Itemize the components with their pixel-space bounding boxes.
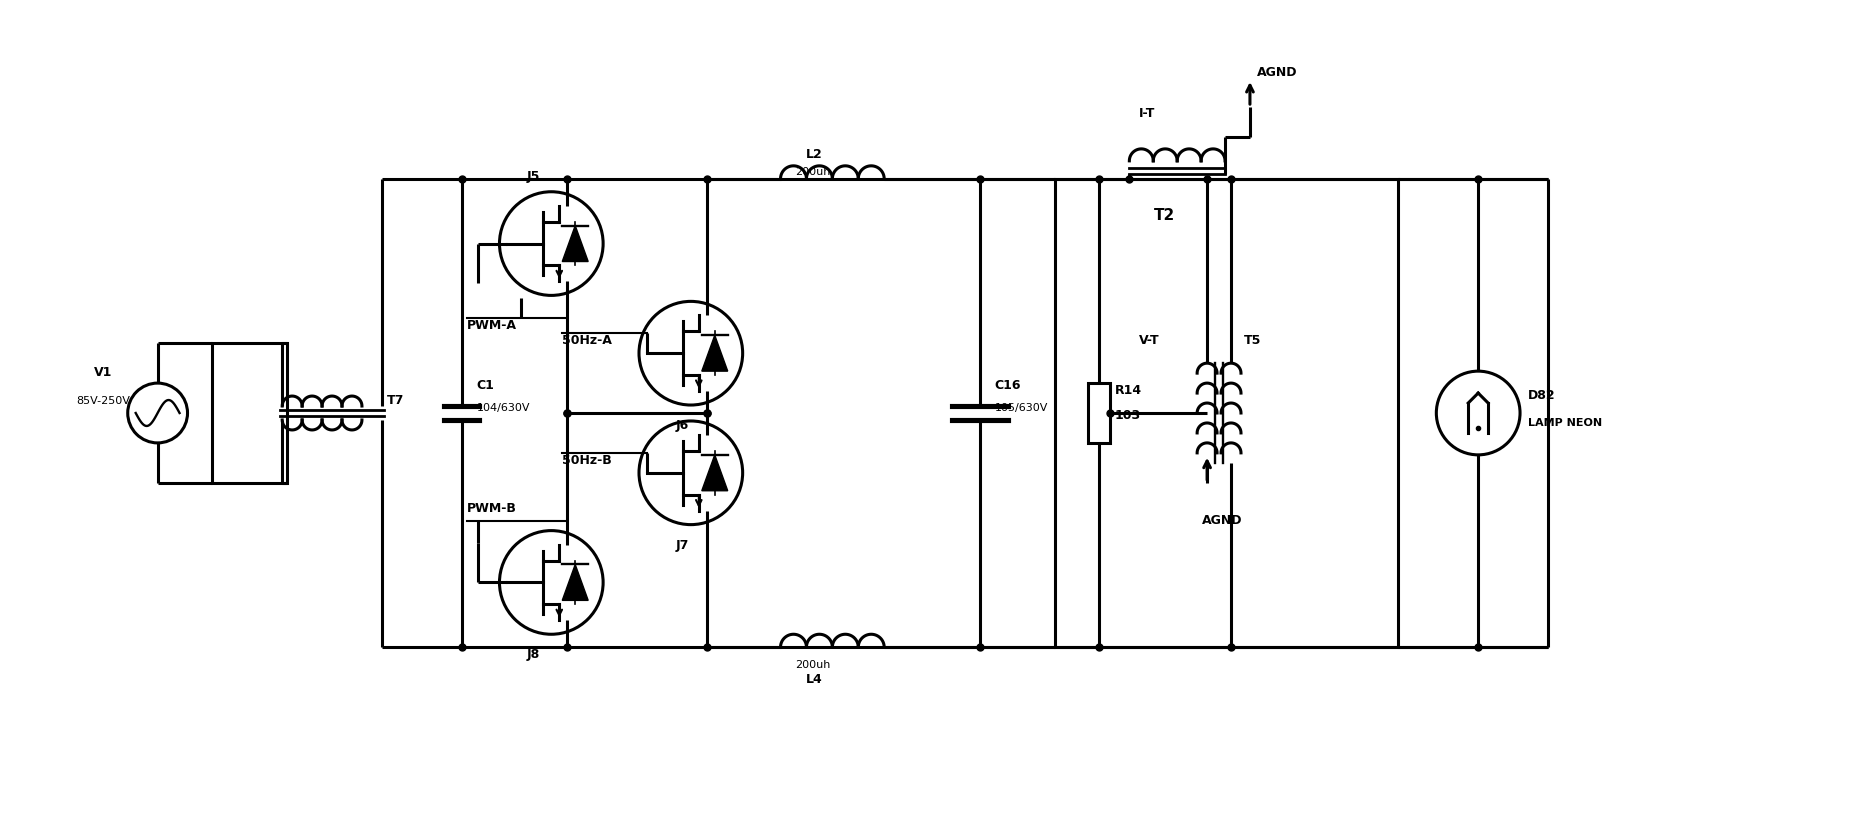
Text: T7: T7 [386,393,403,407]
Text: 50Hz-A: 50Hz-A [563,334,612,347]
Text: PWM-B: PWM-B [467,501,516,514]
Text: 105/630V: 105/630V [994,402,1049,412]
Polygon shape [702,336,728,372]
Text: C1: C1 [477,378,495,392]
Text: R14: R14 [1114,383,1141,397]
Text: J8: J8 [527,647,540,661]
Text: 104/630V: 104/630V [477,402,531,412]
Text: PWM-A: PWM-A [467,319,516,332]
Text: V1: V1 [94,366,113,378]
Text: 200uh: 200uh [795,166,831,176]
Text: 50Hz-B: 50Hz-B [563,453,612,466]
Text: V-T: V-T [1139,334,1159,347]
Text: J6: J6 [675,418,688,431]
Polygon shape [702,455,728,491]
Text: 200uh: 200uh [795,659,831,669]
Bar [212,344,287,484]
Bar [1054,180,1398,647]
Polygon shape [563,226,589,262]
Text: AGND: AGND [1257,66,1298,79]
Bar [1088,383,1111,443]
Text: LAMP NEON: LAMP NEON [1529,417,1602,427]
Text: 103: 103 [1114,408,1141,421]
Text: L2: L2 [805,147,822,161]
Text: C16: C16 [994,378,1021,392]
Text: J5: J5 [527,170,540,182]
Text: L4: L4 [805,672,822,686]
Text: AGND: AGND [1203,513,1242,526]
Polygon shape [563,565,589,600]
Text: J7: J7 [675,538,688,551]
Text: I-T: I-T [1139,107,1156,120]
Text: 85V-250V: 85V-250V [75,396,129,406]
Text: D82: D82 [1529,388,1555,402]
Text: T5: T5 [1244,334,1261,347]
Text: T2: T2 [1154,207,1176,223]
